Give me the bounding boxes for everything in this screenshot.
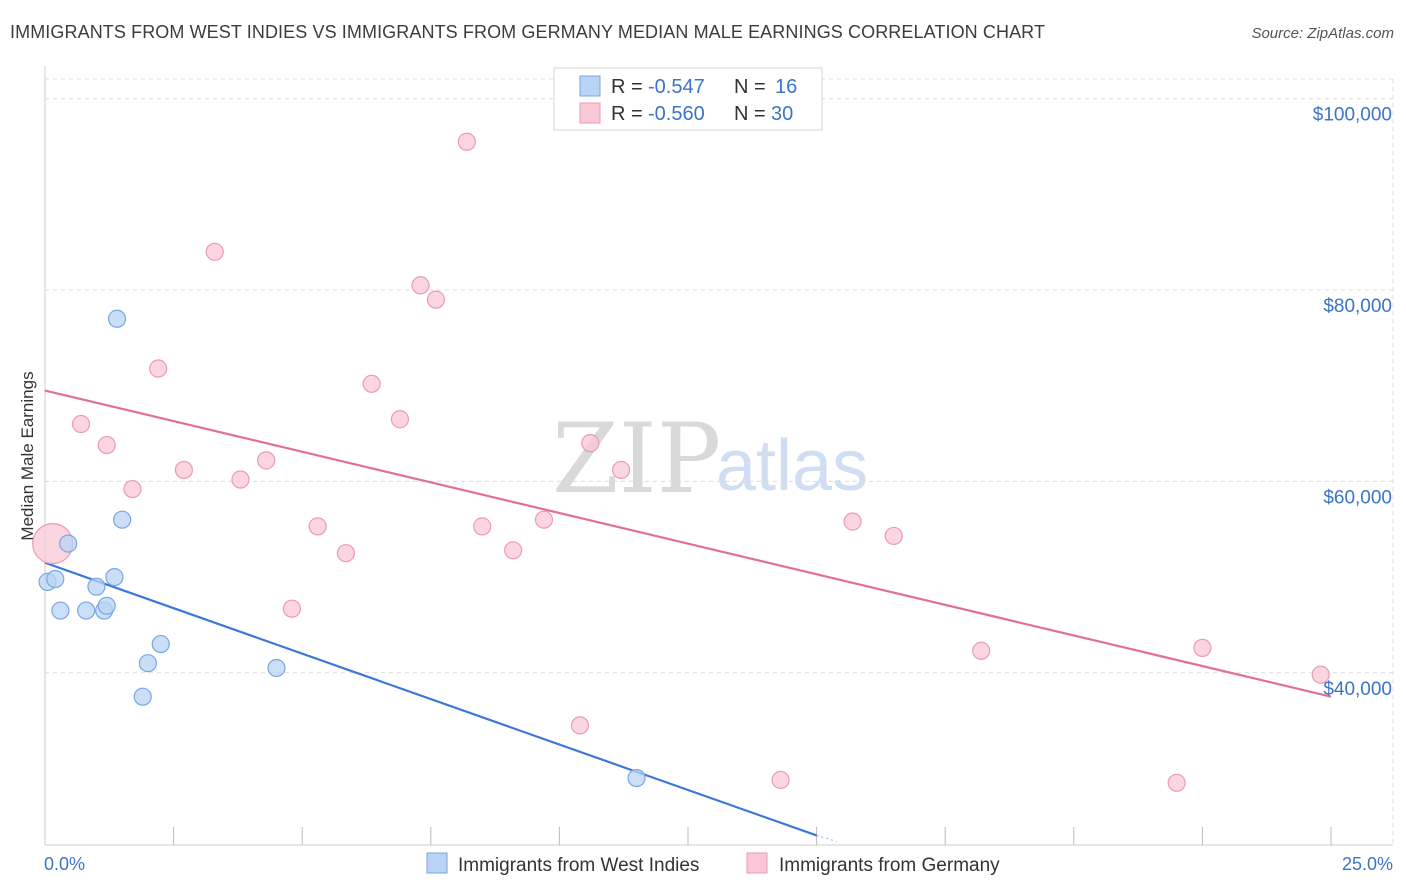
point-germany <box>1167 773 1186 792</box>
point-west-indies <box>267 658 286 678</box>
point-west-indies <box>105 567 124 587</box>
trend-line-extension <box>816 834 837 842</box>
legend-r-label: R = <box>611 103 643 125</box>
point-west-indies <box>138 654 157 673</box>
point-west-indies <box>87 577 106 596</box>
point-germany <box>174 460 193 480</box>
point-germany <box>570 716 590 735</box>
point-germany <box>1193 638 1212 658</box>
x-tick-labels: 0.0% 25.0% <box>44 854 1393 874</box>
legend-r-value: -0.547 <box>648 76 705 98</box>
point-germany <box>504 541 523 560</box>
watermark: ZIP atlas <box>552 403 868 515</box>
point-germany <box>411 276 430 295</box>
point-west-indies <box>46 569 65 589</box>
point-west-indies <box>59 534 78 553</box>
series-legend-swatch-pink <box>746 852 768 874</box>
point-west-indies <box>133 687 152 706</box>
point-germany <box>257 451 276 470</box>
point-germany <box>336 544 356 563</box>
legend-r-label: R = <box>611 76 643 98</box>
correlation-legend: R = -0.547 N = 16 R = -0.560 N = 30 <box>553 67 823 131</box>
y-tick-label: $80,000 <box>1323 296 1392 317</box>
data-points <box>32 132 1330 792</box>
point-germany <box>426 290 446 309</box>
point-germany <box>362 374 381 393</box>
y-tick-label: $60,000 <box>1323 487 1392 508</box>
source-label: Source: ZipAtlas.com <box>1251 25 1394 42</box>
x-tick-label: 0.0% <box>44 854 85 874</box>
point-germany <box>972 641 991 660</box>
y-axis-title: Median Male Earnings <box>18 371 37 540</box>
legend-n-value: 16 <box>775 76 797 98</box>
point-germany <box>205 242 224 261</box>
point-germany <box>581 434 600 453</box>
series-legend-label: Immigrants from Germany <box>779 855 1000 876</box>
point-germany <box>71 414 91 434</box>
point-west-indies <box>151 634 170 654</box>
point-west-indies <box>77 601 96 620</box>
point-germany <box>771 770 790 790</box>
point-west-indies <box>113 510 132 529</box>
point-germany <box>390 410 410 429</box>
point-west-indies <box>107 309 127 328</box>
trend-line-germany <box>44 389 1332 698</box>
legend-swatch-pink <box>579 102 601 124</box>
y-tick-label: $100,000 <box>1313 105 1392 126</box>
point-germany <box>282 599 302 618</box>
point-germany <box>123 479 142 499</box>
series-legend-swatch-blue <box>426 852 448 874</box>
watermark-atlas: atlas <box>716 426 868 506</box>
legend-n-label: N = <box>734 76 766 98</box>
chart-title: IMMIGRANTS FROM WEST INDIES VS IMMIGRANT… <box>10 22 1046 42</box>
point-germany <box>457 132 476 151</box>
point-germany <box>534 510 554 529</box>
point-germany <box>843 512 862 531</box>
point-west-indies <box>97 596 116 615</box>
point-germany <box>473 517 492 536</box>
axes <box>44 66 1393 846</box>
point-germany <box>231 470 250 489</box>
point-west-indies <box>627 768 646 788</box>
legend-swatch-blue <box>579 75 601 97</box>
legend-n-value: 30 <box>771 103 793 125</box>
legend-r-value: -0.560 <box>648 103 705 125</box>
point-west-indies <box>51 601 70 620</box>
watermark-zip: ZIP <box>552 403 721 515</box>
point-germany <box>884 526 903 546</box>
legend-n-label: N = <box>734 103 766 125</box>
series-legend-label: Immigrants from West Indies <box>458 855 699 876</box>
x-tick-label: 25.0% <box>1342 854 1393 874</box>
point-germany <box>1311 665 1330 684</box>
point-germany <box>97 435 116 455</box>
point-germany <box>612 460 631 480</box>
trend-lines <box>44 389 1332 842</box>
y-tick-label: $40,000 <box>1323 679 1392 700</box>
point-germany <box>149 359 168 378</box>
series-legend: Immigrants from West Indies Immigrants f… <box>426 852 1000 876</box>
y-tick-labels: $40,000 $60,000 $80,000 $100,000 <box>1313 105 1392 700</box>
point-germany <box>308 517 327 536</box>
trend-line-west-indies <box>44 561 817 837</box>
